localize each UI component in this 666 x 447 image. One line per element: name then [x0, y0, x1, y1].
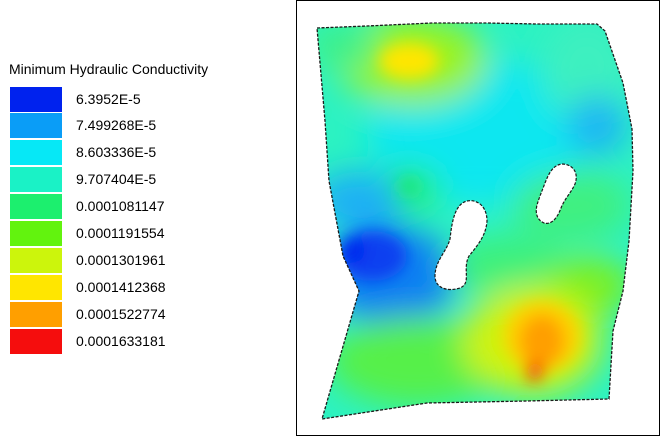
legend-entry: 0.0001633181 [10, 329, 290, 354]
legend-label: 7.499268E-5 [76, 117, 157, 133]
legend-title: Minimum Hydraulic Conductivity [9, 61, 209, 77]
legend-label: 0.0001081147 [76, 198, 165, 214]
model-viewport[interactable] [296, 0, 660, 436]
contour-plot [316, 22, 634, 420]
legend-entry: 6.3952E-5 [10, 87, 290, 112]
legend-swatch [10, 248, 62, 273]
legend-label: 8.603336E-5 [76, 144, 157, 160]
legend-label: 0.0001522774 [76, 306, 166, 322]
legend-label: 0.0001633181 [76, 333, 166, 349]
legend-entry: 0.0001522774 [10, 302, 290, 327]
legend-swatch [10, 167, 62, 192]
domain-hole [434, 200, 488, 291]
legend-entry: 9.707404E-5 [10, 167, 290, 192]
domain-boundary [316, 22, 634, 420]
legend-swatch [10, 194, 62, 219]
legend-swatch [10, 113, 62, 138]
conductivity-field [317, 23, 633, 419]
legend-swatch [10, 329, 62, 354]
legend-entry: 7.499268E-5 [10, 113, 290, 138]
legend-entry: 0.0001081147 [10, 194, 290, 219]
legend-swatch [10, 87, 62, 112]
legend-label: 6.3952E-5 [76, 91, 141, 107]
legend-label: 0.0001301961 [76, 252, 166, 268]
domain-hole [535, 163, 577, 224]
legend-label: 0.0001191554 [76, 225, 165, 241]
legend-label: 0.0001412368 [76, 279, 166, 295]
legend-entry: 8.603336E-5 [10, 140, 290, 165]
legend-swatch [10, 302, 62, 327]
legend-swatch [10, 140, 62, 165]
legend-entry: 0.0001301961 [10, 248, 290, 273]
legend-entry: 0.0001191554 [10, 221, 290, 246]
legend-label: 9.707404E-5 [76, 171, 157, 187]
legend-entry: 0.0001412368 [10, 275, 290, 300]
color-legend: Minimum Hydraulic Conductivity 6.3952E-5… [0, 0, 290, 447]
legend-swatch [10, 221, 62, 246]
legend-swatch [10, 275, 62, 300]
